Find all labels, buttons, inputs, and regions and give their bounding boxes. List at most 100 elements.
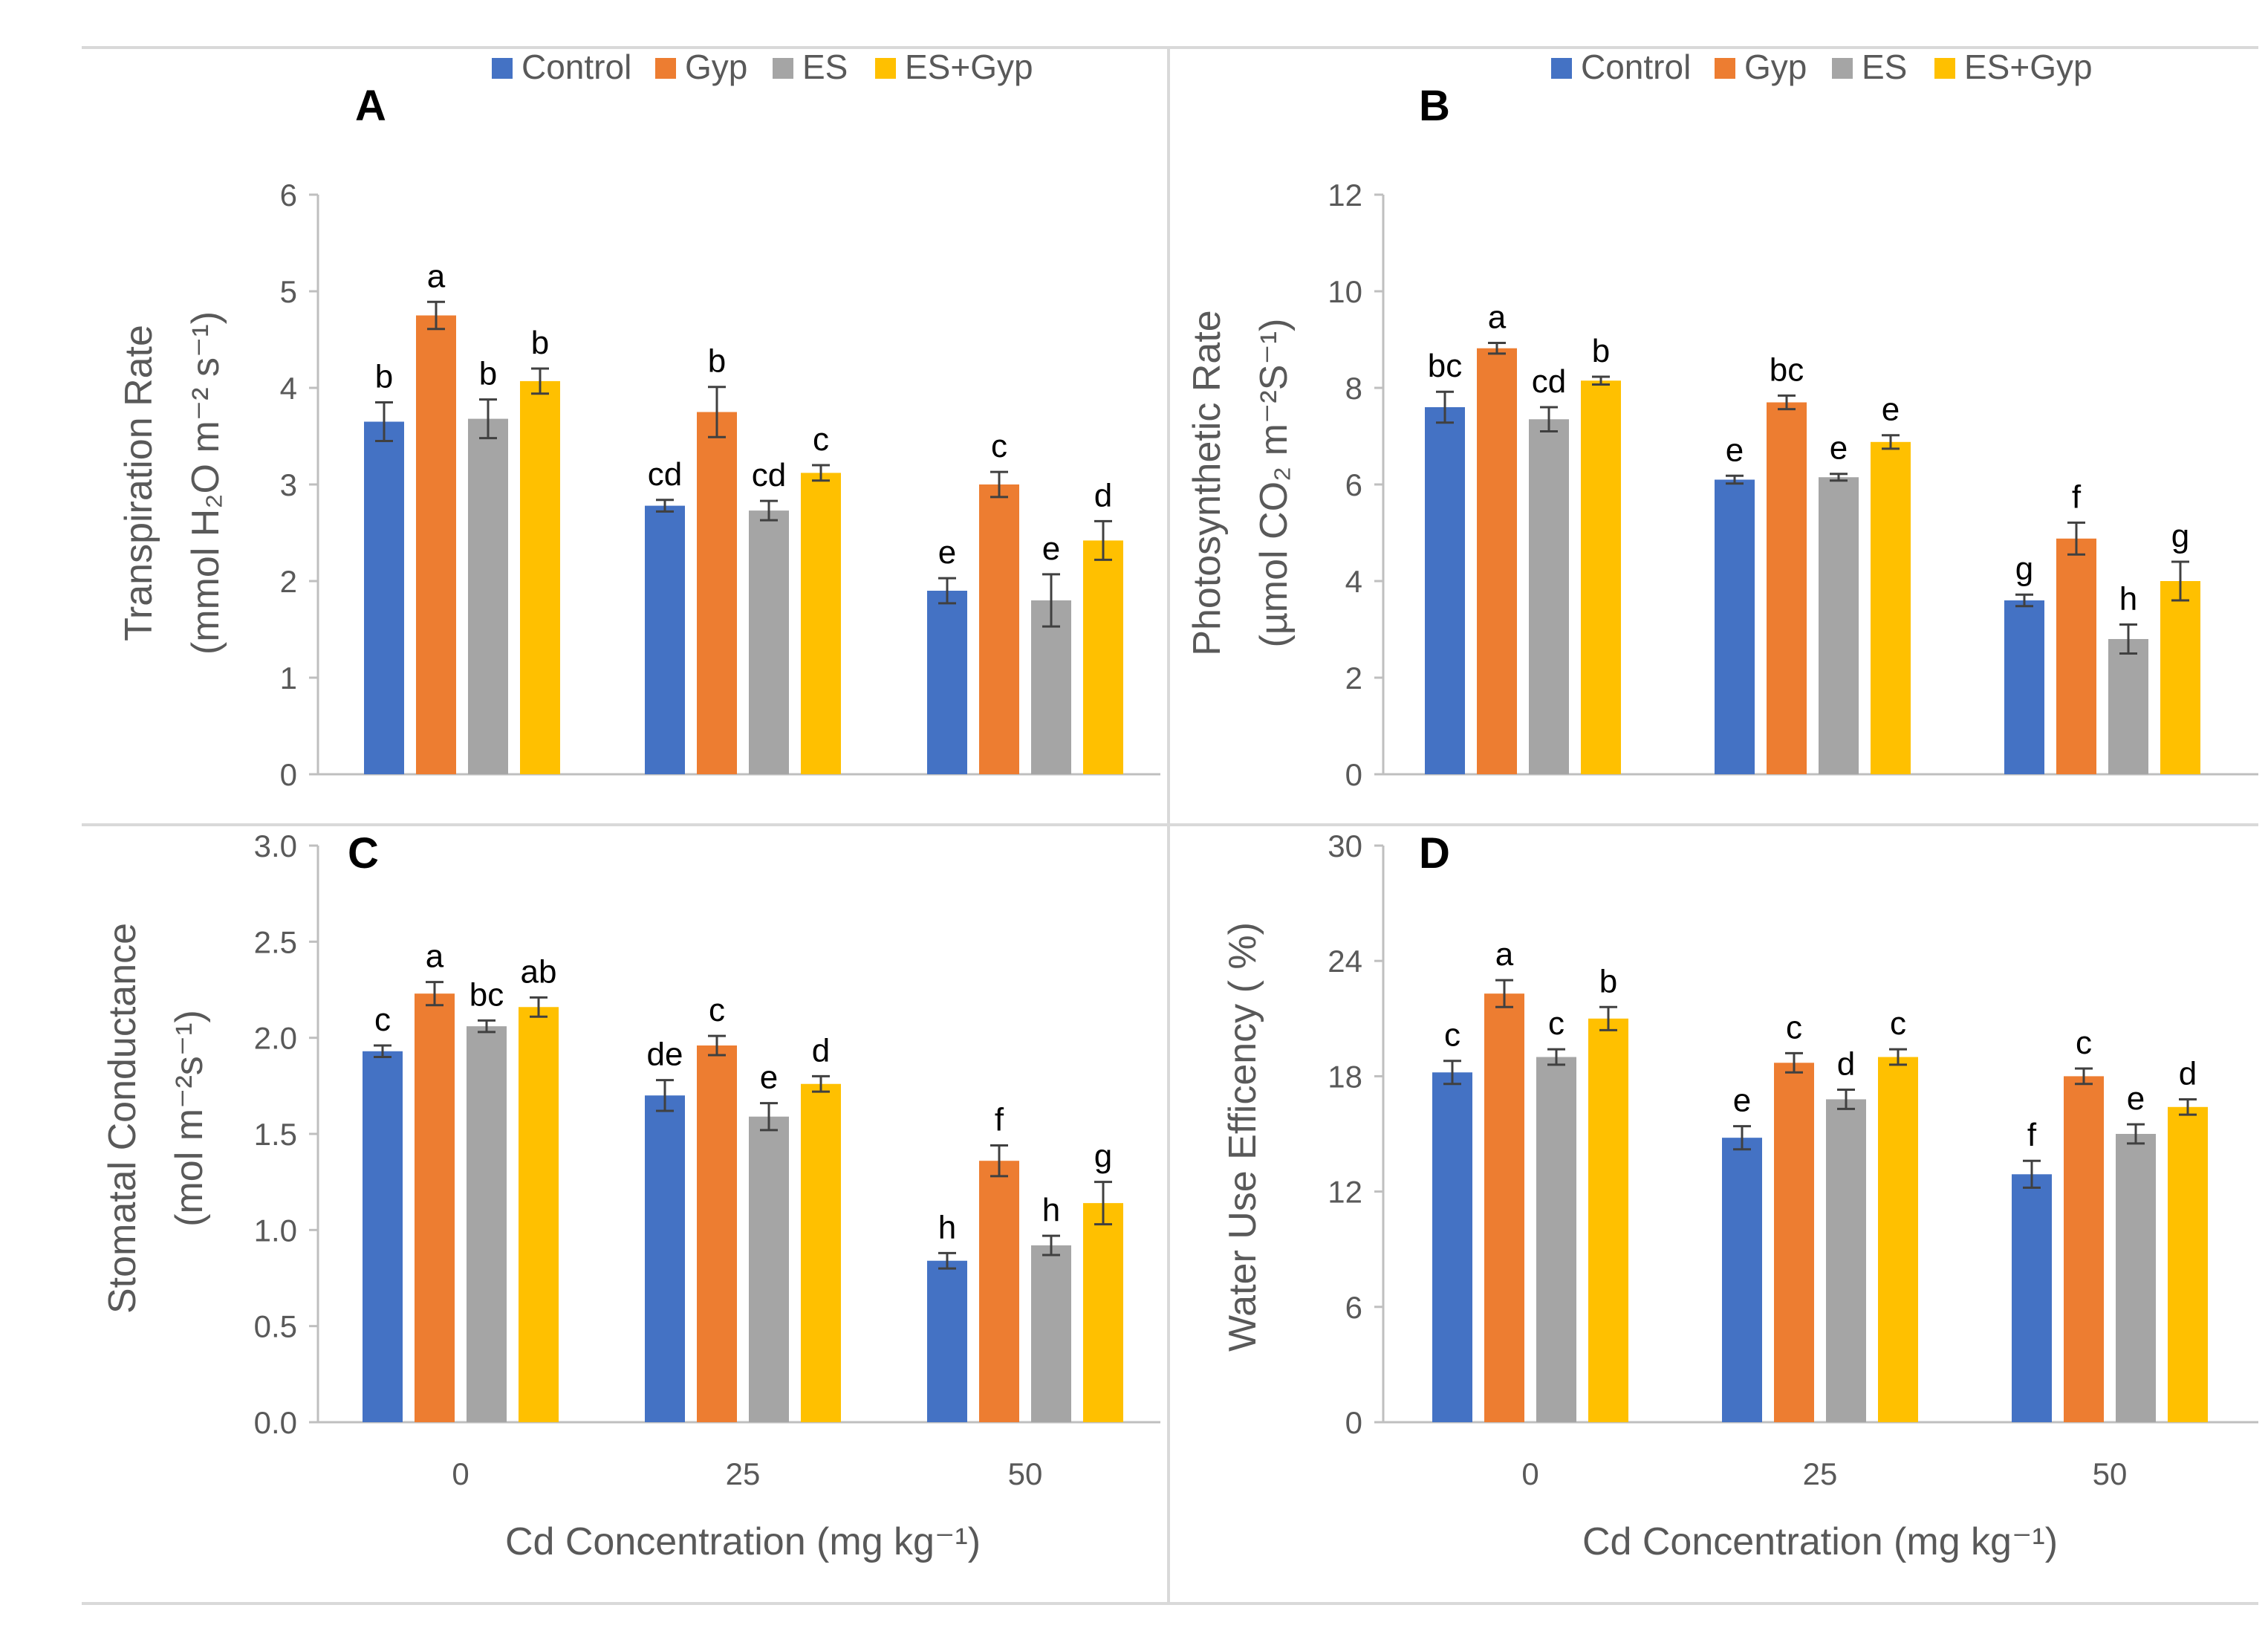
significance-letter: e	[2127, 1080, 2145, 1117]
y-tick-label: 0	[1345, 757, 1362, 792]
bar-control-25	[645, 1095, 685, 1422]
bar-control-50	[927, 1260, 967, 1422]
y-tick-label: 10	[1328, 274, 1362, 309]
y-tick-label: 2	[280, 564, 297, 599]
legend-swatch-control	[1551, 58, 1572, 79]
x-tick-label: 50	[1008, 1456, 1043, 1491]
bar-control-50	[927, 591, 967, 774]
significance-letter: e	[1726, 432, 1744, 468]
legend-label: Control	[521, 48, 631, 86]
significance-letter: b	[531, 325, 549, 361]
y-axis-title: (mol m⁻²s⁻¹)	[168, 1010, 211, 1227]
significance-letter: c	[709, 992, 725, 1028]
significance-letter: a	[427, 258, 446, 294]
bar-gyp-25	[697, 1045, 737, 1422]
bar-es-gyp-25	[801, 473, 841, 774]
y-tick-label: 5	[280, 274, 297, 309]
legend-label: ES	[1862, 48, 1907, 86]
legend-swatch-es	[773, 58, 793, 79]
y-tick-label: 0.0	[254, 1405, 297, 1440]
bar-gyp-0	[1477, 348, 1517, 774]
significance-letter: d	[812, 1032, 830, 1069]
y-tick-label: 1.5	[254, 1117, 297, 1152]
panel-label: D	[1419, 829, 1450, 878]
legend: Control Gyp ES ES+Gyp	[492, 48, 1033, 86]
y-tick-label: 1	[280, 661, 297, 695]
y-axis-title: Water Use Efficency ( %)	[1221, 922, 1264, 1352]
significance-letter: g	[1094, 1138, 1112, 1175]
legend-label: Gyp	[1744, 48, 1807, 86]
bar-es-0	[468, 418, 508, 774]
significance-letter: h	[2119, 581, 2137, 617]
x-axis-title-right: Cd Concentration (mg kg⁻¹)	[1582, 1520, 2058, 1563]
significance-letter: cd	[648, 456, 682, 493]
significance-letter: a	[1488, 299, 1507, 336]
bar-es-gyp-50	[1083, 540, 1123, 774]
significance-letter: de	[647, 1037, 683, 1073]
bar-control-0	[1425, 407, 1465, 774]
bar-control-0	[363, 1051, 403, 1422]
bar-gyp-25	[1774, 1063, 1814, 1422]
significance-letter: c	[1548, 1005, 1564, 1042]
bar-es-gyp-0	[520, 380, 560, 774]
bar-control-25	[1715, 479, 1755, 774]
significance-letter: e	[938, 534, 956, 571]
bar-es-gyp-50	[1083, 1203, 1123, 1422]
significance-letter: e	[1733, 1083, 1751, 1119]
bar-gyp-50	[2056, 538, 2096, 774]
significance-letter: bc	[469, 976, 504, 1013]
significance-letter: e	[1830, 430, 1848, 467]
significance-letter: c	[991, 428, 1007, 464]
significance-letter: bc	[1428, 348, 1462, 384]
bar-gyp-0	[416, 315, 456, 774]
legend-label: Control	[1581, 48, 1691, 86]
significance-letter: f	[2027, 1117, 2037, 1153]
significance-letter: e	[760, 1060, 778, 1096]
bar-es-0	[467, 1026, 507, 1422]
bar-gyp-50	[979, 1161, 1019, 1422]
y-tick-label: 6	[1345, 1290, 1362, 1325]
bar-gyp-0	[415, 993, 455, 1422]
significance-letter: c	[1786, 1009, 1802, 1045]
y-tick-label: 0.5	[254, 1309, 297, 1344]
significance-letter: f	[995, 1102, 1004, 1138]
significance-letter: b	[1599, 963, 1617, 999]
y-tick-label: 0	[280, 757, 297, 792]
x-tick-label: 0	[452, 1456, 469, 1491]
chart-panel-c: 0.0 0.5 1.0 1.5 2.0 2.5 3.0 Stomatal Conductanc…	[101, 829, 1160, 1491]
bar-gyp-0	[1484, 993, 1524, 1422]
significance-letter: c	[1890, 1005, 1906, 1042]
significance-letter: cd	[1532, 363, 1566, 400]
significance-letter: h	[938, 1209, 956, 1245]
y-tick-label: 3.0	[254, 829, 297, 863]
y-tick-label: 18	[1328, 1059, 1362, 1094]
bar-gyp-25	[697, 412, 737, 774]
x-tick-label: 25	[1803, 1456, 1838, 1491]
y-tick-label: 0	[1345, 1405, 1362, 1440]
y-axis-title: (mmol H₂O m⁻² s⁻¹)	[184, 311, 227, 655]
y-tick-label: 12	[1328, 1175, 1362, 1210]
x-tick-label: 25	[726, 1456, 761, 1491]
bar-es-gyp-50	[2168, 1106, 2208, 1422]
bar-es-50	[1031, 1245, 1071, 1422]
y-axis-title: Stomatal Conductance	[101, 923, 144, 1314]
y-axis-title: Transpiration Rate	[117, 325, 160, 641]
legend-swatch-es-gyp	[1934, 58, 1955, 79]
significance-letter: b	[1592, 333, 1610, 369]
y-tick-label: 2.0	[254, 1021, 297, 1056]
y-tick-label: 4	[1345, 564, 1362, 599]
legend-swatch-control	[492, 58, 513, 79]
x-tick-label: 50	[2093, 1456, 2128, 1491]
y-tick-label: 12	[1328, 178, 1362, 213]
significance-letter: bc	[1770, 351, 1804, 388]
bar-es-25	[1819, 477, 1859, 774]
bar-gyp-50	[2064, 1076, 2104, 1422]
panel-label: C	[348, 829, 379, 878]
panel-label: B	[1419, 82, 1450, 130]
bar-es-0	[1536, 1057, 1576, 1422]
significance-letter: b	[479, 356, 497, 392]
significance-letter: c	[1444, 1017, 1460, 1054]
significance-letter: ab	[521, 953, 557, 990]
y-axis-title: (µmol CO₂ m⁻²S⁻¹)	[1252, 319, 1296, 648]
